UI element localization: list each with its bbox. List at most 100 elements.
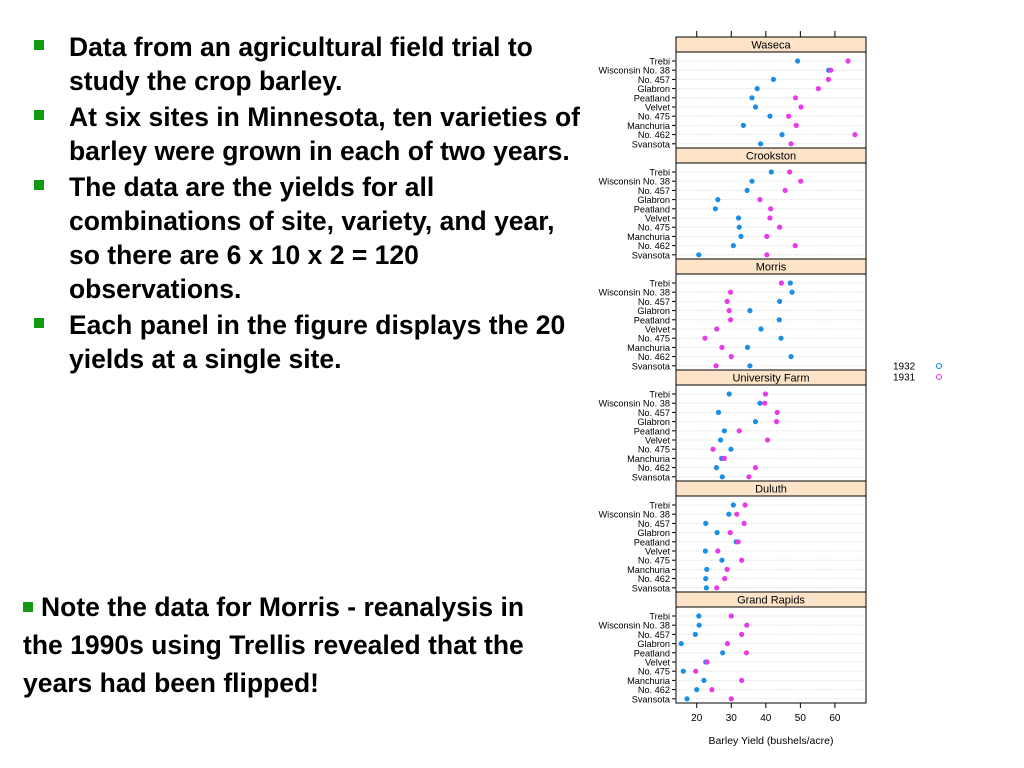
variety-label: Wisconsin No. 38 <box>599 621 671 631</box>
panel-frame <box>675 591 867 704</box>
variety-label: Wisconsin No. 38 <box>599 177 671 187</box>
point-1931 <box>739 631 745 638</box>
point-1932 <box>713 465 720 471</box>
point-1932 <box>704 566 710 573</box>
variety-label: Trebi <box>649 501 670 511</box>
point-1931 <box>739 677 745 684</box>
point-1931 <box>742 502 748 508</box>
panel-strip <box>675 591 867 608</box>
point-1932 <box>696 252 702 258</box>
variety-label: Wisconsin No. 38 <box>599 510 671 520</box>
point-1931 <box>793 122 799 128</box>
variety-label: Velvet <box>645 436 670 446</box>
square-bullet-icon <box>34 180 44 190</box>
point-1932 <box>752 104 759 110</box>
point-1932 <box>692 631 698 638</box>
panel-title: Grand Rapids <box>737 595 805 607</box>
point-1931 <box>778 280 784 286</box>
panel-strip <box>675 480 867 497</box>
variety-label: Glabron <box>637 306 670 316</box>
point-1932 <box>702 548 708 554</box>
point-1932 <box>721 428 727 434</box>
point-1931 <box>727 289 734 295</box>
point-1931 <box>788 141 794 147</box>
point-1931 <box>739 557 745 563</box>
point-1932 <box>703 520 709 526</box>
bullet-text: The data are the yields for all combinat… <box>69 172 555 304</box>
point-1932 <box>752 419 759 425</box>
point-1931 <box>714 585 720 591</box>
variety-label: No. 462 <box>638 241 670 251</box>
point-1931 <box>798 104 804 110</box>
variety-label: Svansota <box>632 139 671 149</box>
point-1931 <box>726 308 732 314</box>
point-1931 <box>792 243 798 249</box>
point-1931 <box>724 298 730 304</box>
point-1932 <box>779 132 785 138</box>
x-tick-label: 60 <box>829 713 841 724</box>
point-1932 <box>735 215 742 221</box>
point-1931 <box>757 197 763 203</box>
point-1932 <box>757 400 763 406</box>
panel-title: University Farm <box>732 373 809 385</box>
point-1932 <box>770 76 777 82</box>
bullet-item: At six sites in Minnesota, ten varieties… <box>32 100 582 168</box>
bullet-text: At six sites in Minnesota, ten varieties… <box>69 102 581 166</box>
point-1931 <box>704 659 710 665</box>
point-1932 <box>789 289 795 295</box>
variety-label: No. 462 <box>638 352 670 362</box>
panel-strip <box>675 369 867 386</box>
variety-label: Peatland <box>634 648 670 658</box>
point-1931 <box>774 409 780 415</box>
x-tick-label: 30 <box>726 713 738 724</box>
point-1932 <box>740 122 746 128</box>
variety-label: Peatland <box>634 93 670 103</box>
variety-label: No. 475 <box>638 223 670 233</box>
note-text: Note the data for Morris - reanalysis in… <box>23 592 525 698</box>
variety-label: Velvet <box>645 214 670 224</box>
variety-label: Wisconsin No. 38 <box>599 66 671 76</box>
point-1932 <box>715 409 722 415</box>
bullet-list: Data from an agricultural field trial to… <box>32 30 582 378</box>
variety-label: Glabron <box>637 195 670 205</box>
variety-label: No. 462 <box>638 685 670 695</box>
point-1932 <box>719 474 725 480</box>
point-1932 <box>758 326 764 332</box>
point-1932 <box>787 280 793 286</box>
variety-label: Velvet <box>645 658 670 668</box>
point-1932 <box>778 335 784 341</box>
point-1931 <box>736 428 742 434</box>
variety-label: Manchuria <box>627 565 671 575</box>
point-1932 <box>736 224 742 230</box>
point-1931 <box>764 437 771 443</box>
legend-label: 1932 <box>893 362 916 373</box>
point-1931 <box>722 576 728 582</box>
variety-label: Manchuria <box>627 232 671 242</box>
point-1931 <box>852 132 858 138</box>
variety-label: Svansota <box>632 250 671 260</box>
point-1932 <box>680 668 686 674</box>
x-tick-label: 20 <box>691 713 703 724</box>
variety-label: No. 475 <box>638 445 670 455</box>
point-1932 <box>754 86 760 92</box>
point-1931 <box>782 187 788 193</box>
point-1932 <box>720 650 726 656</box>
square-bullet-icon <box>34 110 44 120</box>
panel-frame <box>675 147 867 260</box>
variety-label: Glabron <box>637 528 670 538</box>
point-1931 <box>825 76 831 82</box>
panel-strip <box>675 147 867 164</box>
bullet-text: Data from an agricultural field trial to… <box>69 32 533 96</box>
variety-label: Manchuria <box>627 676 671 686</box>
point-1931 <box>744 622 750 628</box>
point-1931 <box>710 446 716 452</box>
variety-label: Wisconsin No. 38 <box>599 399 671 409</box>
point-1932 <box>712 206 718 212</box>
x-tick-label: 40 <box>760 713 772 724</box>
variety-label: No. 457 <box>638 297 670 307</box>
point-1931 <box>752 465 759 471</box>
point-1931 <box>721 455 727 461</box>
point-1932 <box>744 344 751 350</box>
variety-label: Trebi <box>649 168 670 178</box>
point-1932 <box>714 530 720 536</box>
